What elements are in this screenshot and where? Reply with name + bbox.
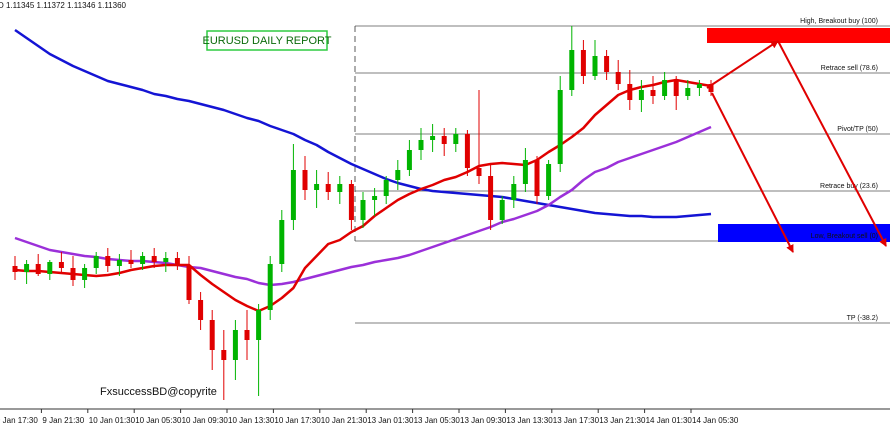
candle-body xyxy=(580,50,586,76)
candle-body xyxy=(244,330,250,340)
candle-body xyxy=(464,134,470,168)
candle-body xyxy=(12,266,18,272)
candle-body xyxy=(267,264,273,310)
candle-body xyxy=(128,260,134,264)
breakout-sell-zone xyxy=(718,224,890,242)
candle-body xyxy=(499,200,505,220)
candle-body xyxy=(302,170,308,190)
candle-body xyxy=(418,140,424,150)
candle-body xyxy=(256,310,262,340)
candle-body xyxy=(383,180,389,196)
candle-body xyxy=(290,170,296,220)
candle-body xyxy=(232,330,238,360)
candle-body xyxy=(430,136,436,140)
fib-level-label: High, Breakout buy (100) xyxy=(800,18,878,25)
x-tick-label: 13 Jan 21:30 xyxy=(599,416,646,425)
arrow xyxy=(706,40,779,89)
x-tick-label: 10 Jan 01:30 xyxy=(89,416,136,425)
candle-body xyxy=(174,258,180,266)
candle-body xyxy=(47,262,53,274)
candle-body xyxy=(105,256,111,266)
candle-body xyxy=(348,184,354,220)
x-tick-label: 10 Jan 17:30 xyxy=(274,416,321,425)
fib-level-label: Retrace sell (78.6) xyxy=(821,65,878,72)
candle-body xyxy=(209,320,215,350)
watermark: FxsuccessBD@copyrite xyxy=(100,386,217,398)
candle-body xyxy=(70,268,76,280)
candle-body xyxy=(186,266,192,300)
x-tick-label: 13 Jan 13:30 xyxy=(506,416,553,425)
candle-body xyxy=(140,256,146,264)
moving-average xyxy=(14,28,712,219)
candle-body xyxy=(569,50,575,90)
candle-body xyxy=(406,150,412,170)
candle-body xyxy=(395,170,401,180)
x-tick-label: 9 Jan 21:30 xyxy=(42,416,84,425)
breakout-buy-zone xyxy=(707,28,890,43)
candle-body xyxy=(82,268,88,280)
candle-body xyxy=(116,260,122,266)
candle-body xyxy=(511,184,517,200)
candle-body xyxy=(673,80,679,96)
candle-body xyxy=(453,134,459,144)
candle-body xyxy=(488,176,494,220)
candle-body xyxy=(198,300,204,320)
candle-body xyxy=(557,90,563,164)
candle-body xyxy=(615,72,621,84)
arrow xyxy=(777,40,887,247)
candle-body xyxy=(325,184,331,192)
x-tick-label: 10 Jan 21:30 xyxy=(321,416,368,425)
candle-body xyxy=(592,56,598,76)
arrow xyxy=(711,92,794,253)
candle-body xyxy=(35,264,41,274)
candle-body xyxy=(638,90,644,100)
title-box xyxy=(206,30,328,51)
candle-body xyxy=(58,262,64,268)
x-tick-label: 14 Jan 01:30 xyxy=(646,416,693,425)
candle-body xyxy=(650,90,656,96)
candle-body xyxy=(534,160,540,196)
fib-level-label: TP (-38.2) xyxy=(847,315,878,322)
candle-body xyxy=(685,88,691,96)
candle-body xyxy=(93,256,99,268)
candle-body xyxy=(662,80,668,96)
candle-body xyxy=(163,258,169,262)
candle-body xyxy=(372,196,378,200)
x-tick-label: 10 Jan 05:30 xyxy=(135,416,182,425)
x-tick-label: 10 Jan 09:30 xyxy=(182,416,229,425)
x-tick-label: 13 Jan 05:30 xyxy=(414,416,461,425)
candle-body xyxy=(476,168,482,176)
fib-level-label: Low, Breakout sell (0) xyxy=(811,233,878,240)
candle-body xyxy=(279,220,285,264)
chart-title: EURUSD DAILY REPORT xyxy=(203,35,332,47)
x-tick-label: 13 Jan 09:30 xyxy=(460,416,507,425)
candle-body xyxy=(441,136,447,144)
candle-body xyxy=(546,164,552,196)
x-tick-label: 14 Jan 05:30 xyxy=(692,416,739,425)
candle-body xyxy=(696,84,702,88)
candle-body xyxy=(221,350,227,360)
candle-body xyxy=(627,84,633,100)
candle-body xyxy=(24,264,30,272)
candle-body xyxy=(360,200,366,220)
candle-body xyxy=(151,256,157,262)
candle-body xyxy=(604,56,610,72)
candle-body xyxy=(708,84,714,92)
x-tick-label: 13 Jan 01:30 xyxy=(367,416,414,425)
candle-body xyxy=(522,160,528,184)
header-quote: D 1.11345 1.11372 1.11346 1.11360 xyxy=(0,1,127,10)
x-tick-label: 9 Jan 17:30 xyxy=(0,416,38,425)
x-tick-label: 13 Jan 17:30 xyxy=(553,416,600,425)
fib-level-label: Pivot/TP (50) xyxy=(837,126,878,133)
candle-body xyxy=(337,184,343,192)
fib-level-label: Retrace buy (23.6) xyxy=(820,183,878,190)
x-tick-label: 10 Jan 13:30 xyxy=(228,416,275,425)
candle-body xyxy=(314,184,320,190)
